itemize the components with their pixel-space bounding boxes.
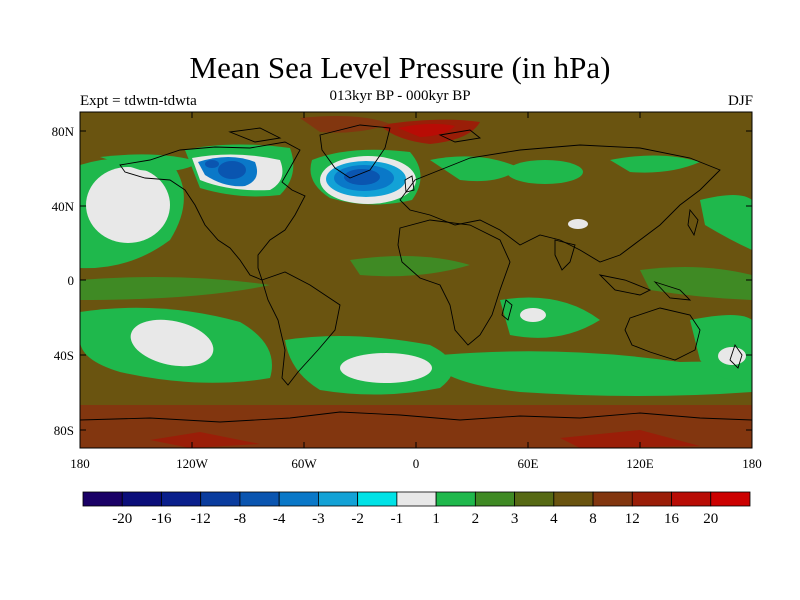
field-south-red bbox=[150, 430, 700, 448]
colorbar-label: 2 bbox=[472, 511, 480, 527]
field-arctic-brown bbox=[300, 116, 390, 133]
colorbar-label: 20 bbox=[703, 511, 718, 527]
coast-australia bbox=[624, 307, 701, 361]
colorbar-swatch bbox=[592, 491, 633, 507]
lon-tick-label: 120W bbox=[176, 456, 209, 471]
colorbar-swatch bbox=[82, 491, 123, 507]
field-satlantic-white bbox=[340, 353, 432, 383]
field-siberia-green bbox=[507, 160, 583, 184]
coast-north-america bbox=[119, 141, 306, 281]
field-aus-white bbox=[718, 347, 746, 365]
coast-africa bbox=[397, 219, 511, 346]
colorbar-label: 4 bbox=[550, 511, 558, 527]
colorbar-labels: -20 -16 -12 -8 -4 -3 -2 -1 1 2 3 4 8 12 16 20 bbox=[112, 511, 718, 527]
field-southern-green bbox=[440, 351, 752, 396]
coast-uk bbox=[404, 175, 415, 193]
colorbar-swatch bbox=[435, 491, 476, 507]
tick-marks bbox=[79, 112, 753, 448]
experiment-label: Expt = tdwtn-tdwta bbox=[80, 93, 197, 109]
field-npacific-white bbox=[86, 167, 170, 243]
lon-tick-label: 60E bbox=[518, 456, 539, 471]
colorbar-label: 16 bbox=[664, 511, 680, 527]
field-npac-east-green bbox=[700, 195, 752, 250]
coast-eurasia bbox=[399, 144, 721, 263]
colorbar bbox=[82, 491, 751, 507]
coast-madagascar bbox=[501, 299, 513, 321]
field-tibet-white bbox=[568, 219, 588, 229]
field-eq-east-green bbox=[640, 266, 752, 300]
colorbar-label: -4 bbox=[273, 511, 286, 527]
field-eurasia-green2 bbox=[610, 155, 700, 173]
field-natlantic-core bbox=[344, 169, 380, 185]
coast-new-zealand bbox=[729, 344, 743, 369]
colorbar-swatch bbox=[200, 491, 241, 507]
coast-south-america bbox=[261, 271, 341, 386]
coast-japan bbox=[687, 208, 699, 237]
field-arctic-red2 bbox=[398, 123, 455, 137]
lat-tick-labels: 80N 40N 0 40S 80S bbox=[52, 124, 75, 438]
colorbar-swatch bbox=[278, 491, 319, 507]
lat-tick-label: 40S bbox=[54, 348, 74, 363]
colorbar-label: 12 bbox=[625, 511, 640, 527]
chart-subtitle: 013kyr BP - 000kyr BP bbox=[329, 88, 471, 104]
colorbar-swatch bbox=[553, 491, 594, 507]
colorbar-label: -16 bbox=[151, 511, 171, 527]
colorbar-label: -3 bbox=[312, 511, 325, 527]
field-indian-ocean bbox=[500, 297, 600, 338]
coast-greenland bbox=[319, 124, 391, 179]
lat-tick-label: 80N bbox=[52, 124, 75, 139]
colorbar-swatch bbox=[474, 491, 515, 507]
field-eurasia-green bbox=[430, 156, 520, 182]
field-tropical-pacific bbox=[80, 276, 270, 300]
colorbar-swatch bbox=[239, 491, 280, 507]
lon-tick-label: 0 bbox=[413, 456, 420, 471]
field-indian-white bbox=[520, 308, 546, 322]
field-tropical-atlantic bbox=[350, 256, 470, 277]
lon-tick-label: 120E bbox=[626, 456, 654, 471]
colorbar-label: -20 bbox=[112, 511, 132, 527]
colorbar-label: -2 bbox=[351, 511, 364, 527]
colorbar-label: -12 bbox=[191, 511, 211, 527]
colorbar-swatch bbox=[357, 491, 398, 507]
colorbar-swatch bbox=[631, 491, 672, 507]
lat-tick-label: 80S bbox=[54, 423, 74, 438]
coastlines bbox=[80, 124, 752, 423]
coast-india bbox=[554, 239, 576, 271]
chart-title: Mean Sea Level Pressure (in hPa) bbox=[189, 50, 611, 85]
coast-se-asia bbox=[598, 274, 692, 301]
colorbar-swatch bbox=[396, 491, 437, 507]
colorbar-swatch bbox=[121, 491, 162, 507]
lat-tick-label: 0 bbox=[68, 273, 75, 288]
lat-tick-label: 40N bbox=[52, 199, 75, 214]
colorbar-swatch bbox=[671, 491, 712, 507]
coast-arctic-islands bbox=[228, 127, 482, 143]
field-namerica-core bbox=[218, 161, 246, 179]
field-namerica-core2 bbox=[205, 160, 219, 168]
colorbar-swatch bbox=[318, 491, 359, 507]
field-npacific-green2 bbox=[100, 154, 200, 172]
pressure-field bbox=[80, 112, 752, 448]
colorbar-swatch bbox=[514, 491, 555, 507]
season-label: DJF bbox=[727, 93, 753, 109]
lon-tick-labels: 180 120W 60W 0 60E 120E 180 bbox=[70, 456, 762, 471]
colorbar-label: 3 bbox=[511, 511, 519, 527]
colorbar-label: 8 bbox=[589, 511, 597, 527]
colorbar-label: 1 bbox=[432, 511, 440, 527]
lon-tick-label: 60W bbox=[291, 456, 317, 471]
colorbar-swatch bbox=[710, 491, 751, 507]
colorbar-label: -1 bbox=[391, 511, 404, 527]
lon-tick-label: 180 bbox=[70, 456, 90, 471]
field-spacific-white bbox=[130, 319, 214, 367]
coast-antarctica bbox=[80, 411, 752, 423]
colorbar-swatch bbox=[161, 491, 202, 507]
colorbar-label: -8 bbox=[234, 511, 247, 527]
lon-tick-label: 180 bbox=[742, 456, 762, 471]
